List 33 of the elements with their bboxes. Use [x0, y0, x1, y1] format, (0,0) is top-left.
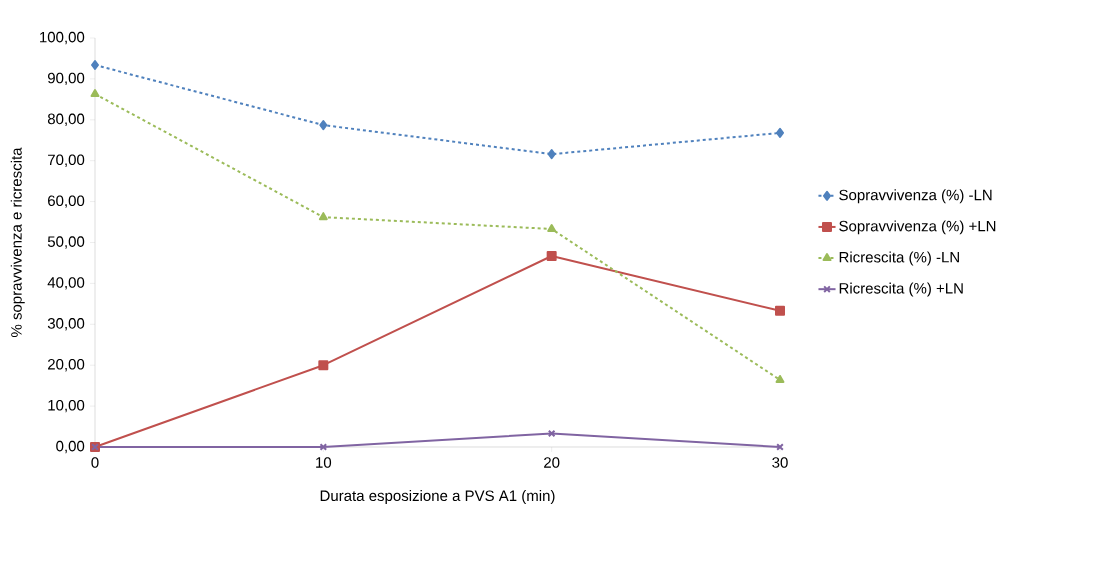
point: [775, 305, 786, 316]
x-tick-label: 20: [544, 457, 560, 468]
y-tick-label: 0,00: [56, 440, 85, 454]
x-tick-label: 0: [91, 457, 99, 468]
point: [547, 429, 556, 438]
point: [776, 127, 785, 138]
y-tick-label: 100,00: [40, 31, 85, 45]
y-tick-label: 80,00: [47, 113, 85, 126]
point: [318, 212, 328, 221]
y-tick-label: 20,00: [48, 359, 85, 372]
x-tick-label: 10: [316, 457, 332, 468]
y-axis-title: % sopravvivenza e ricrescita: [10, 147, 25, 337]
legend-label: Sopravvivenza (%) -LN: [839, 189, 992, 204]
y-tick-label: 10,00: [48, 399, 85, 413]
y-tick-label: 40,00: [47, 277, 85, 290]
point: [775, 374, 785, 383]
point: [319, 120, 328, 131]
y-tick-label: 60,00: [48, 195, 85, 208]
point: [90, 89, 100, 98]
point: [547, 224, 557, 232]
y-tick-label: 30,00: [47, 318, 85, 331]
point: [91, 59, 99, 70]
point: [546, 250, 557, 261]
y-tick-label: 70,00: [48, 154, 85, 167]
x-axis-title: Durata esposizione a PVS A1 (min): [320, 490, 555, 504]
legend-label: Ricrescita (%) -LN: [839, 251, 959, 266]
y-tick-label: 50,00: [47, 236, 85, 249]
point: [547, 149, 556, 160]
point: [318, 360, 329, 371]
x-tick-label: 30: [772, 457, 788, 468]
legend-label: Sopravvivenza (%) +LN: [839, 220, 996, 235]
y-tick-label: 90,00: [47, 72, 85, 86]
legend-label: Ricrescita (%) +LN: [839, 282, 963, 297]
